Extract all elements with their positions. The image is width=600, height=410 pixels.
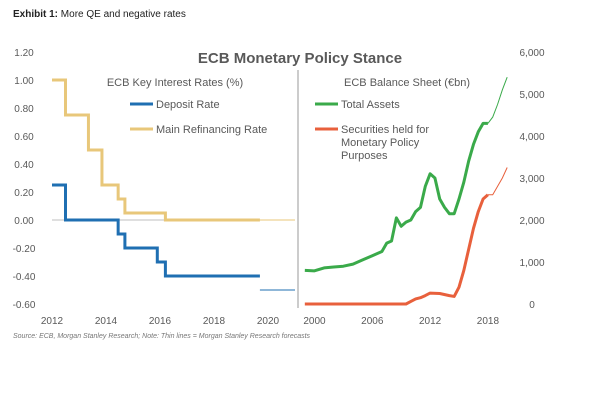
right-y-tick-label: 0 [529,300,535,311]
left-x-tick-label: 2020 [257,316,280,327]
main-refinancing-rate-legend-label: Main Refinancing Rate [156,124,267,136]
left-y-tick-label: -0.60 [13,300,36,311]
right-x-tick-label: 2000 [303,316,326,327]
chart-title: ECB Monetary Policy Stance [198,50,402,67]
securities-held-forecast-line [487,167,508,196]
left-y-tick-label: 0.80 [14,104,34,115]
left-y-tick-label: -0.40 [13,272,36,283]
exhibit-title: More QE and negative rates [60,9,186,20]
left-y-tick-label: 1.20 [14,48,34,59]
left-chart-subtitle: ECB Key Interest Rates (%) [107,77,243,89]
main-refinancing-rate-series-line [52,78,260,222]
right-y-tick-label: 5,000 [519,90,544,101]
left-x-tick-label: 2014 [95,316,118,327]
exhibit-header: Exhibit 1: More QE and negative rates [13,9,186,20]
total-assets-forecast-line [487,77,508,124]
left-x-tick-label: 2016 [149,316,172,327]
securities-held-series-line [304,193,489,306]
source-note: Source: ECB, Morgan Stanley Research; No… [13,333,311,340]
left-y-tick-label: 0.20 [14,188,34,199]
left-y-tick-label: 0.60 [14,132,34,143]
securities-legend-label: Securities held for Monetary Policy Purpos… [341,124,429,162]
left-y-tick-label: 0.00 [14,216,34,227]
left-y-tick-label: 0.40 [14,160,34,171]
right-y-tick-label: 2,000 [519,216,544,227]
total-assets-series-line [304,121,488,273]
left-y-tick-label: -0.20 [13,244,36,255]
right-y-tick-label: 3,000 [519,174,544,185]
right-chart-subtitle: ECB Balance Sheet (€bn) [344,77,470,89]
right-y-tick-label: 1,000 [519,258,544,269]
exhibit-label: Exhibit 1: [13,9,59,20]
right-y-tick-label: 6,000 [519,48,544,59]
right-x-tick-label: 2018 [477,316,500,327]
deposit-rate-series-line [52,183,260,278]
left-y-tick-label: 1.00 [14,76,34,87]
right-x-tick-label: 2012 [419,316,442,327]
right-y-tick-label: 4,000 [519,132,544,143]
right-x-tick-label: 2006 [361,316,384,327]
left-x-tick-label: 2012 [41,316,64,327]
total-assets-legend-label: Total Assets [341,99,400,111]
deposit-rate-legend-label: Deposit Rate [156,99,220,111]
left-x-tick-label: 2018 [203,316,226,327]
